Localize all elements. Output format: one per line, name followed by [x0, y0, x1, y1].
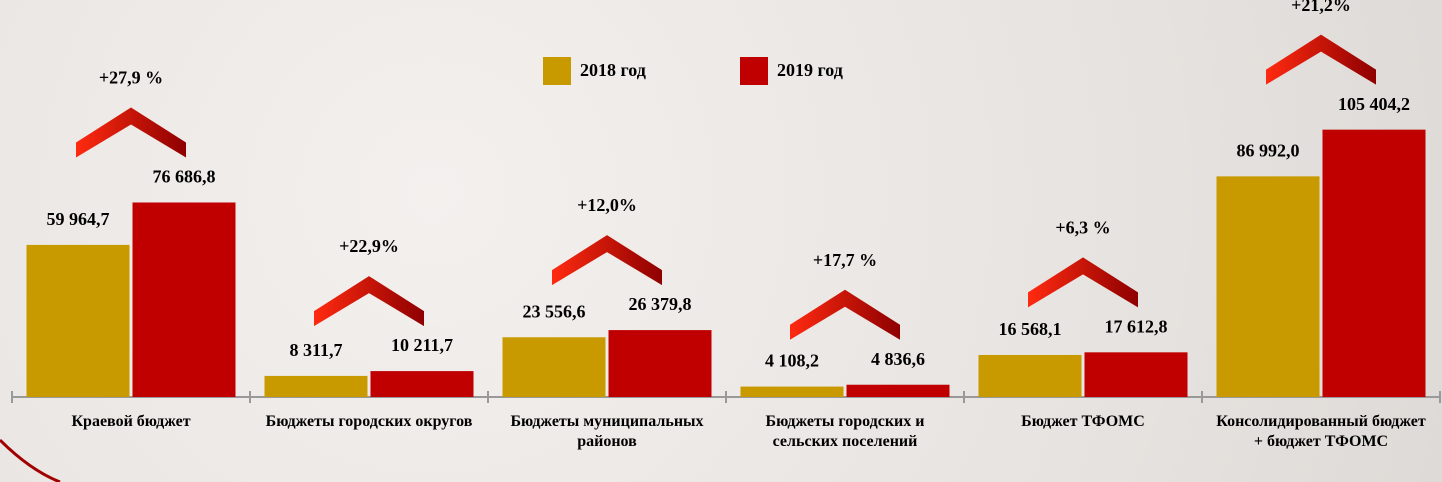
data-label: 4 108,2 [765, 351, 819, 371]
bar [1216, 176, 1320, 397]
growth-arrow [1028, 257, 1138, 308]
legend-label: 2019 год [777, 60, 843, 80]
x-tick-label: Бюджеты городских и сельских поселений [765, 413, 925, 450]
x-tick-label: Краевой бюджет [71, 413, 191, 430]
x-tick-label: Бюджеты муниципальных районов [510, 413, 704, 450]
growth-label: +12,0% [577, 195, 637, 215]
bar [978, 354, 1082, 397]
legend-swatch [740, 57, 768, 85]
data-label: 23 556,6 [523, 301, 586, 321]
data-label: 86 992,0 [1237, 140, 1300, 160]
growth-label: +27,9 % [99, 68, 163, 88]
data-label: 59 964,7 [47, 209, 110, 229]
data-label: 17 612,8 [1105, 316, 1168, 336]
x-tick-label: Бюджеты городских округов [265, 413, 473, 430]
bar [264, 375, 368, 397]
growth-label: +17,7 % [813, 250, 877, 270]
bar [1322, 129, 1426, 397]
bar [846, 384, 950, 397]
decor-curve [0, 438, 61, 482]
data-label: 8 311,7 [289, 340, 342, 360]
legend-swatch [543, 57, 571, 85]
data-label: 16 568,1 [999, 319, 1062, 339]
data-label: 10 211,7 [391, 335, 453, 355]
growth-label: +6,3 % [1055, 217, 1110, 237]
bar [370, 371, 474, 397]
bar [608, 330, 712, 397]
growth-arrow [1266, 34, 1376, 85]
x-tick-label: Консолидированный бюджет + бюджет ТФОМС [1216, 413, 1426, 450]
growth-label: +21,2% [1291, 0, 1351, 15]
growth-label: +22,9% [339, 236, 399, 256]
bar [740, 386, 844, 397]
bar [132, 202, 236, 397]
data-label: 76 686,8 [153, 167, 216, 187]
x-tick-label: Бюджет ТФОМС [1021, 413, 1145, 430]
growth-arrow [76, 107, 186, 158]
bar [26, 244, 130, 397]
growth-arrow [552, 235, 662, 286]
bar [1084, 352, 1188, 397]
growth-arrow [314, 276, 424, 327]
data-label: 26 379,8 [629, 294, 692, 314]
bar [502, 337, 606, 397]
data-label: 4 836,6 [871, 349, 925, 369]
data-label: 105 404,2 [1338, 94, 1410, 114]
growth-arrow [790, 289, 900, 340]
legend-label: 2018 год [580, 60, 646, 80]
